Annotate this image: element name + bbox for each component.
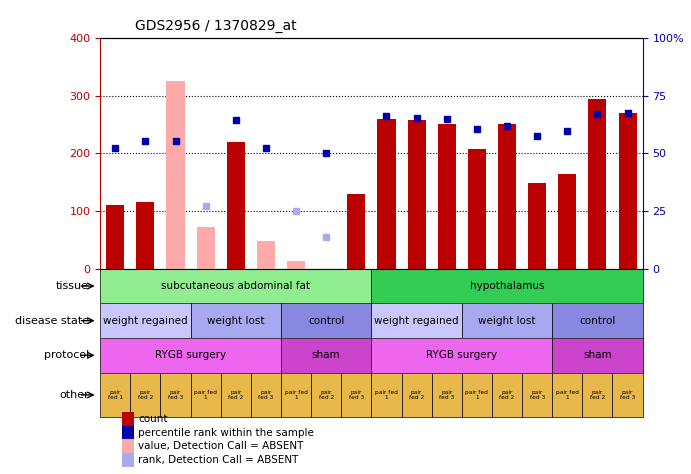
Text: pair
fed 3: pair fed 3	[439, 390, 455, 401]
Text: rank, Detection Call = ABSENT: rank, Detection Call = ABSENT	[138, 455, 299, 465]
Bar	[227, 142, 245, 269]
Bar	[281, 303, 371, 338]
Bar	[432, 373, 462, 417]
Bar	[348, 194, 366, 269]
Bar	[612, 373, 643, 417]
Text: subcutaneous abdominal fat: subcutaneous abdominal fat	[161, 281, 310, 291]
Bar	[437, 125, 456, 269]
Bar	[492, 373, 522, 417]
Bar	[371, 269, 643, 303]
Bar	[371, 303, 462, 338]
Text: protocol: protocol	[44, 350, 89, 360]
Bar	[220, 373, 251, 417]
Bar	[341, 373, 371, 417]
Bar	[106, 205, 124, 269]
Bar	[552, 303, 643, 338]
Text: control: control	[308, 316, 344, 326]
Text: other: other	[59, 390, 89, 400]
Text: pair fed
1: pair fed 1	[194, 390, 217, 401]
Text: pair
fed 2: pair fed 2	[228, 390, 243, 401]
Text: weight lost: weight lost	[478, 316, 536, 326]
Bar	[131, 373, 160, 417]
Bar	[408, 120, 426, 269]
Bar	[100, 303, 191, 338]
Bar	[160, 373, 191, 417]
Text: sham: sham	[312, 350, 341, 360]
Bar	[122, 412, 134, 427]
Bar	[100, 338, 281, 373]
Text: pair
fed 3: pair fed 3	[168, 390, 183, 401]
Bar	[552, 338, 643, 373]
Text: weight lost: weight lost	[207, 316, 265, 326]
Bar	[583, 373, 612, 417]
Text: sham: sham	[583, 350, 612, 360]
Bar	[371, 338, 552, 373]
Bar	[167, 81, 184, 269]
Bar	[251, 373, 281, 417]
Text: pair fed
1: pair fed 1	[466, 390, 489, 401]
Bar	[468, 149, 486, 269]
Text: pair
fed 2: pair fed 2	[500, 390, 515, 401]
Bar	[371, 373, 401, 417]
Text: pair
fed 2: pair fed 2	[409, 390, 424, 401]
Bar	[136, 202, 154, 269]
Bar	[552, 373, 583, 417]
Bar	[287, 261, 305, 269]
Text: weight regained: weight regained	[375, 316, 459, 326]
Bar	[122, 439, 134, 454]
Bar	[100, 269, 371, 303]
Bar	[197, 227, 215, 269]
Bar	[558, 173, 576, 269]
Bar	[401, 373, 432, 417]
Text: pair
fed 3: pair fed 3	[258, 390, 274, 401]
Text: control: control	[579, 316, 616, 326]
Bar	[462, 303, 552, 338]
Text: pair fed
1: pair fed 1	[556, 390, 579, 401]
Bar	[588, 99, 607, 269]
Text: pair
fed 2: pair fed 2	[590, 390, 605, 401]
Bar	[191, 373, 220, 417]
Text: GDS2956 / 1370829_at: GDS2956 / 1370829_at	[135, 19, 296, 33]
Text: tissue: tissue	[56, 281, 89, 291]
Text: pair
fed 2: pair fed 2	[138, 390, 153, 401]
Bar	[618, 113, 636, 269]
Text: pair
fed 3: pair fed 3	[529, 390, 545, 401]
Bar	[377, 118, 395, 269]
Text: percentile rank within the sample: percentile rank within the sample	[138, 428, 314, 438]
Bar	[257, 241, 275, 269]
Text: RYGB surgery: RYGB surgery	[426, 350, 498, 360]
Text: weight regained: weight regained	[103, 316, 188, 326]
Text: pair
fed 1: pair fed 1	[108, 390, 123, 401]
Bar	[100, 373, 131, 417]
Bar	[311, 373, 341, 417]
Text: disease state: disease state	[15, 316, 89, 326]
Text: count: count	[138, 414, 168, 424]
Text: RYGB surgery: RYGB surgery	[155, 350, 226, 360]
Bar	[191, 303, 281, 338]
Bar	[498, 125, 516, 269]
Bar	[281, 338, 371, 373]
Text: pair fed
1: pair fed 1	[375, 390, 398, 401]
Text: value, Detection Call = ABSENT: value, Detection Call = ABSENT	[138, 441, 303, 451]
Text: pair fed
1: pair fed 1	[285, 390, 307, 401]
Bar	[528, 183, 546, 269]
Text: pair
fed 3: pair fed 3	[620, 390, 635, 401]
Bar	[281, 373, 311, 417]
Bar	[122, 426, 134, 440]
Text: pair
fed 2: pair fed 2	[319, 390, 334, 401]
Text: hypothalamus: hypothalamus	[470, 281, 545, 291]
Bar	[122, 453, 134, 467]
Bar	[462, 373, 492, 417]
Text: pair
fed 3: pair fed 3	[349, 390, 364, 401]
Bar	[522, 373, 552, 417]
